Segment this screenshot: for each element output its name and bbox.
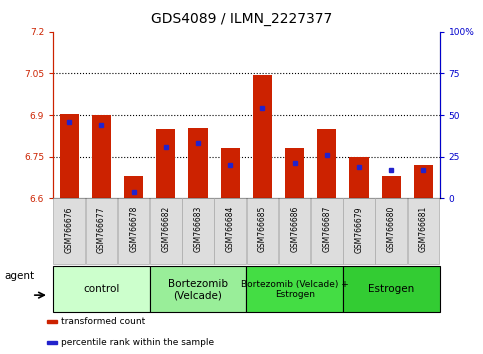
FancyBboxPatch shape: [85, 198, 117, 264]
Bar: [221, 148, 240, 198]
Text: GSM766677: GSM766677: [97, 206, 106, 253]
Bar: [349, 157, 369, 198]
Bar: [285, 148, 304, 198]
Text: GDS4089 / ILMN_2227377: GDS4089 / ILMN_2227377: [151, 12, 332, 27]
FancyBboxPatch shape: [247, 198, 278, 264]
FancyBboxPatch shape: [54, 198, 85, 264]
FancyBboxPatch shape: [408, 198, 439, 264]
FancyBboxPatch shape: [53, 267, 150, 312]
Text: GSM766681: GSM766681: [419, 206, 428, 252]
Bar: [414, 165, 433, 198]
Text: GSM766685: GSM766685: [258, 206, 267, 252]
Text: percentile rank within the sample: percentile rank within the sample: [61, 338, 214, 347]
Bar: [253, 75, 272, 198]
Bar: [92, 115, 111, 198]
Text: GSM766687: GSM766687: [322, 206, 331, 252]
FancyBboxPatch shape: [182, 198, 214, 264]
Text: Estrogen: Estrogen: [368, 284, 414, 295]
FancyBboxPatch shape: [246, 267, 343, 312]
FancyBboxPatch shape: [214, 198, 246, 264]
Bar: [47, 320, 57, 323]
Text: GSM766678: GSM766678: [129, 206, 138, 252]
FancyBboxPatch shape: [343, 198, 375, 264]
Text: GSM766684: GSM766684: [226, 206, 235, 252]
Text: agent: agent: [5, 271, 35, 281]
Text: GSM766676: GSM766676: [65, 206, 74, 253]
Bar: [188, 127, 208, 198]
FancyBboxPatch shape: [375, 198, 407, 264]
Bar: [47, 341, 57, 344]
FancyBboxPatch shape: [279, 198, 311, 264]
Text: GSM766683: GSM766683: [194, 206, 202, 252]
FancyBboxPatch shape: [311, 198, 342, 264]
Text: GSM766686: GSM766686: [290, 206, 299, 252]
Text: control: control: [83, 284, 120, 295]
Text: GSM766680: GSM766680: [387, 206, 396, 252]
Bar: [317, 129, 337, 198]
Bar: [124, 176, 143, 198]
Text: Bortezomib (Velcade) +
Estrogen: Bortezomib (Velcade) + Estrogen: [241, 280, 349, 299]
Text: GSM766679: GSM766679: [355, 206, 364, 253]
Text: GSM766682: GSM766682: [161, 206, 170, 252]
FancyBboxPatch shape: [150, 198, 182, 264]
Text: Bortezomib
(Velcade): Bortezomib (Velcade): [168, 279, 228, 300]
FancyBboxPatch shape: [118, 198, 149, 264]
Bar: [156, 129, 175, 198]
Bar: [59, 114, 79, 198]
FancyBboxPatch shape: [343, 267, 440, 312]
Bar: [382, 176, 401, 198]
FancyBboxPatch shape: [150, 267, 246, 312]
Text: transformed count: transformed count: [61, 317, 145, 326]
